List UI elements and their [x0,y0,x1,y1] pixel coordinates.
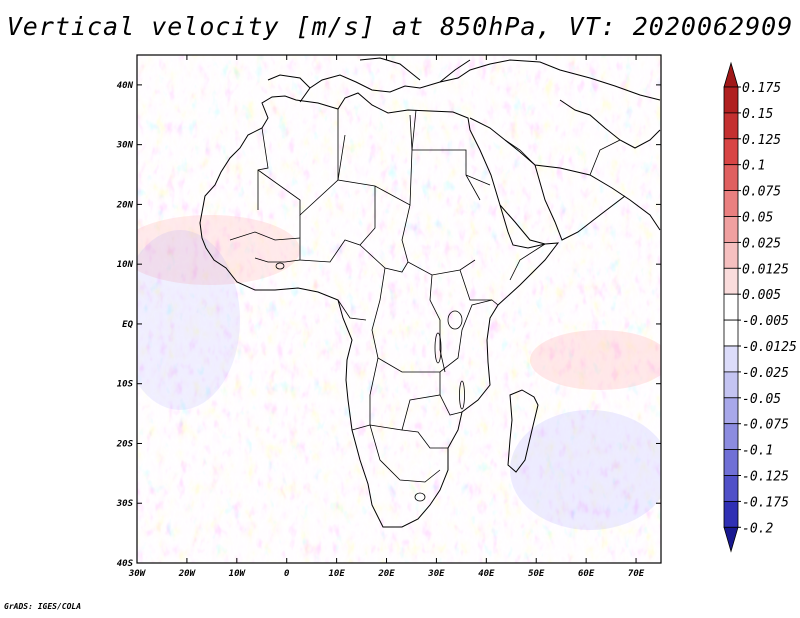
colorbar-label: -0.125 [742,470,789,485]
colorbar-swatch [723,138,739,166]
plot-frame [136,54,662,564]
colorbar-label: 0.025 [742,236,781,251]
colorbar-label: -0.0125 [742,340,797,355]
colorbar-label: -0.05 [742,392,781,407]
y-tick-label: 30S [116,499,134,509]
colorbar-label: 0.15 [742,107,773,122]
colorbar-label: 0.05 [742,211,773,226]
colorbar-label: 0.075 [742,185,781,200]
colorbar-label: -0.025 [742,366,789,381]
y-tick-label: 40S [117,559,134,569]
x-tick-label: 50E [528,569,545,579]
x-tick-label: 20E [377,569,395,579]
grads-credit: GrADS: IGES/COLA [4,602,82,611]
colorbar-swatch [723,267,739,295]
colorbar-swatch [723,449,739,476]
x-tick-label: 20W [178,569,197,579]
y-tick-label: EQ [122,320,133,330]
colorbar-swatch [723,319,739,347]
colorbar-swatch [723,423,739,451]
colorbar-swatch [723,345,739,373]
velocity-field [137,55,661,563]
colorbar-label: -0.175 [742,495,789,510]
colorbar-label: -0.075 [742,418,789,433]
lakes [275,262,465,502]
colorbar-swatch [723,86,739,114]
colorbar-label: -0.2 [742,521,773,536]
colorbar-label: -0.1 [742,444,773,459]
x-tick-label: 30W [128,569,147,579]
x-tick-label: 10E [328,569,345,579]
colorbar-swatch [723,371,739,399]
y-tick-label: 20N [116,200,134,210]
y-tick-label: 20S [116,439,134,449]
x-tick-label: 10W [229,569,247,579]
colorbar-label: 0.0125 [742,262,789,277]
x-tick-label: 0 [284,569,290,579]
colorbar-bottom-arrow [723,526,739,553]
colorbar-swatch [723,112,739,140]
x-tick-label: 40E [478,569,495,579]
x-tick-label: 60E [578,569,595,579]
colorbar-swatch [723,241,739,269]
coastlines [199,57,661,528]
map-title: Vertical velocity [m/s] at 850hPa, VT: 2… [6,12,794,41]
colorbar-top-arrow [723,61,739,88]
colorbar-swatch [723,500,739,528]
colorbar-swatch [723,397,739,425]
country-borders [229,109,621,483]
colorbar-swatch [723,216,739,243]
colorbar-swatch [723,293,739,321]
y-axis: 40S 30S 20S 10S EQ 10N 20N 30N 40N [116,81,661,569]
colorbar-label: 0.125 [742,133,781,148]
colorbar-label: 0.005 [742,288,781,303]
x-axis: 30W 20W 10W 0 10E 20E 30E 40E 50E 60E 70E [128,55,645,579]
y-tick-label: 10S [117,380,134,390]
x-tick-label: 70E [628,569,645,579]
y-tick-label: 30N [116,141,134,151]
y-tick-label: 10N [117,260,134,270]
colorbar-label: 0.1 [742,159,765,174]
colorbar-swatch [723,190,739,217]
colorbar-label: 0.175 [742,81,781,96]
colorbar-label: -0.005 [742,314,789,329]
colorbar-swatch [723,164,739,191]
y-tick-label: 40N [117,81,134,91]
colorbar: 0.175 0.15 0.125 0.1 0.075 0.05 0.025 0.0125 0.0… [723,61,797,553]
x-tick-label: 30E [427,569,445,579]
colorbar-swatch [723,475,739,502]
